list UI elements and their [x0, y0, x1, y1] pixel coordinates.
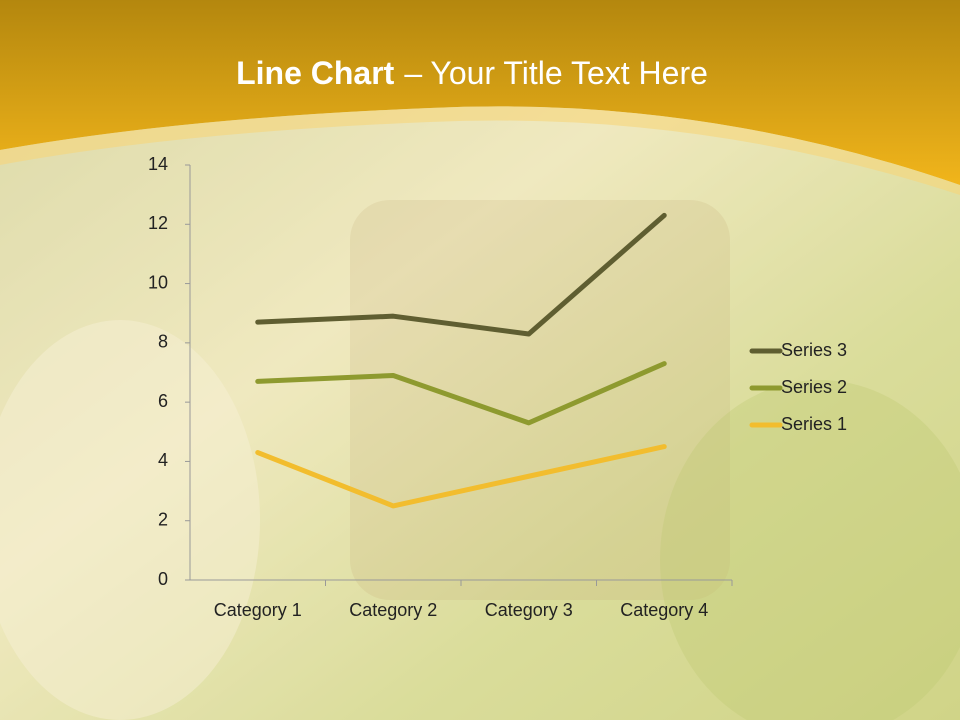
y-tick-label: 2 [158, 509, 168, 529]
backdrop-leaf [660, 380, 960, 720]
y-tick-label: 6 [158, 391, 168, 411]
series-line [255, 361, 667, 426]
title-rest: – Your Title Text Here [404, 55, 708, 91]
x-tick-label: Category 2 [349, 600, 437, 620]
y-tick-label: 8 [158, 332, 168, 352]
series-line [255, 212, 667, 337]
y-tick-label: 10 [148, 272, 168, 292]
plot-area: 0 2 4 6 8 10 12 14 Category 1 Category 2 Category … [148, 154, 847, 620]
x-tick-label: Category 4 [620, 600, 708, 620]
header-band [0, 0, 960, 185]
y-tick-label: 4 [158, 450, 168, 470]
y-tick-label: 14 [148, 154, 168, 174]
legend-label: Series 3 [781, 340, 847, 360]
header-edge [0, 106, 960, 195]
title-bold: Line Chart [236, 55, 395, 91]
y-tick-label: 12 [148, 213, 168, 233]
backdrop-bottle [350, 200, 730, 600]
y-tick-label: 0 [158, 569, 168, 589]
slide-title: Line Chart – Your Title Text Here [236, 55, 708, 91]
backdrop-glass [0, 320, 260, 720]
legend-label: Series 1 [781, 414, 847, 434]
legend-label: Series 2 [781, 377, 847, 397]
x-tick-label: Category 1 [214, 600, 302, 620]
series-line [255, 444, 667, 509]
x-tick-label: Category 3 [485, 600, 573, 620]
